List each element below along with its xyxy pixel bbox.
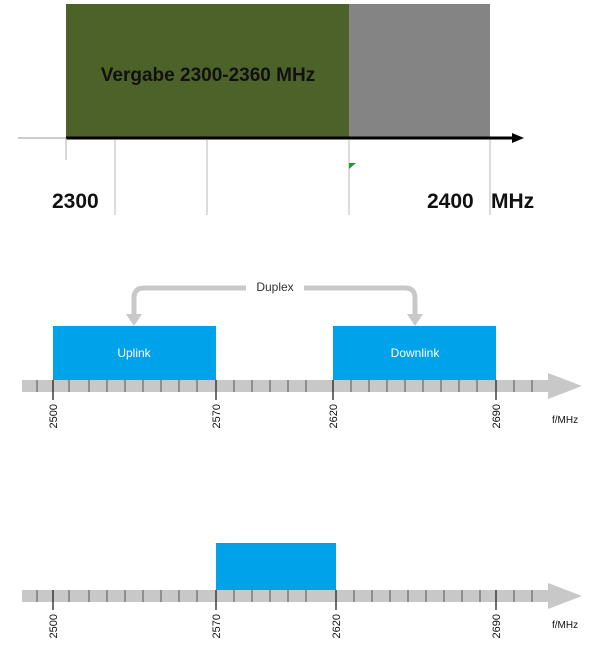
- panel-tdd: 2500 2570 2620 2690 f/MHz: [22, 543, 582, 638]
- downlink-block: [333, 326, 496, 380]
- unit-label: MHz: [491, 190, 534, 213]
- assigned-band-label: Vergabe 2300-2360 MHz: [101, 65, 315, 86]
- tick-label-2620: 2620: [331, 614, 343, 638]
- center-block: [216, 543, 336, 590]
- uplink-block: [53, 326, 216, 380]
- marker-triangle: [349, 163, 356, 169]
- tick-label-2300: 2300: [52, 190, 99, 213]
- axis-ticks: [36, 380, 533, 400]
- tick-label-2690: 2690: [491, 404, 503, 428]
- tick-label-2620: 2620: [328, 404, 340, 428]
- axis-arrowhead: [548, 373, 582, 399]
- panel-2300-band: Vergabe 2300-2360 MHz 2300 2400 MHz: [18, 4, 534, 215]
- frequency-axis-bar: [22, 590, 550, 602]
- axis-ticks: [36, 590, 533, 610]
- tick-label-2400: 2400: [427, 190, 474, 213]
- unassigned-band-block: [349, 4, 490, 137]
- tick-label-2500: 2500: [48, 614, 60, 638]
- uplink-label: Uplink: [117, 346, 151, 360]
- axis-arrowhead: [548, 583, 582, 609]
- duplex-label-bg: [246, 278, 304, 296]
- downlink-label: Downlink: [391, 346, 441, 360]
- duplex-arrow-left: [126, 314, 142, 326]
- unit-label: f/MHz: [552, 620, 578, 631]
- tick-label-2500: 2500: [48, 404, 60, 428]
- unit-label: f/MHz: [552, 415, 578, 426]
- tick-label-2570: 2570: [211, 404, 223, 428]
- assigned-band-block: [66, 4, 349, 137]
- duplex-arrow-right: [407, 314, 423, 326]
- axis-arrowhead: [512, 133, 524, 143]
- duplex-label: Duplex: [256, 280, 293, 294]
- frequency-axis-bar: [22, 380, 550, 392]
- panel-duplex: Duplex Uplink Downlink: [22, 278, 582, 428]
- tick-label-2570: 2570: [211, 614, 223, 638]
- tick-label-2690: 2690: [491, 614, 503, 638]
